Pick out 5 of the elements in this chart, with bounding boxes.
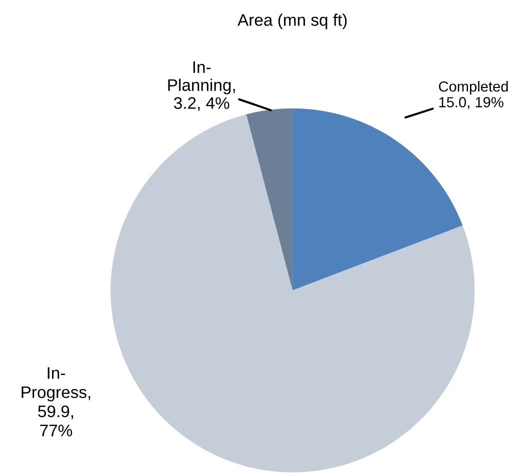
slice-label: In-Planning, 3.2, 4% xyxy=(168,61,235,111)
data-label: 15.0, 19% xyxy=(439,97,504,110)
slice-label: In-Progress, 59.9, 77% xyxy=(22,367,90,436)
slice-label: Completed xyxy=(438,80,508,95)
chart-title: Area (mn sq ft) xyxy=(238,14,347,30)
